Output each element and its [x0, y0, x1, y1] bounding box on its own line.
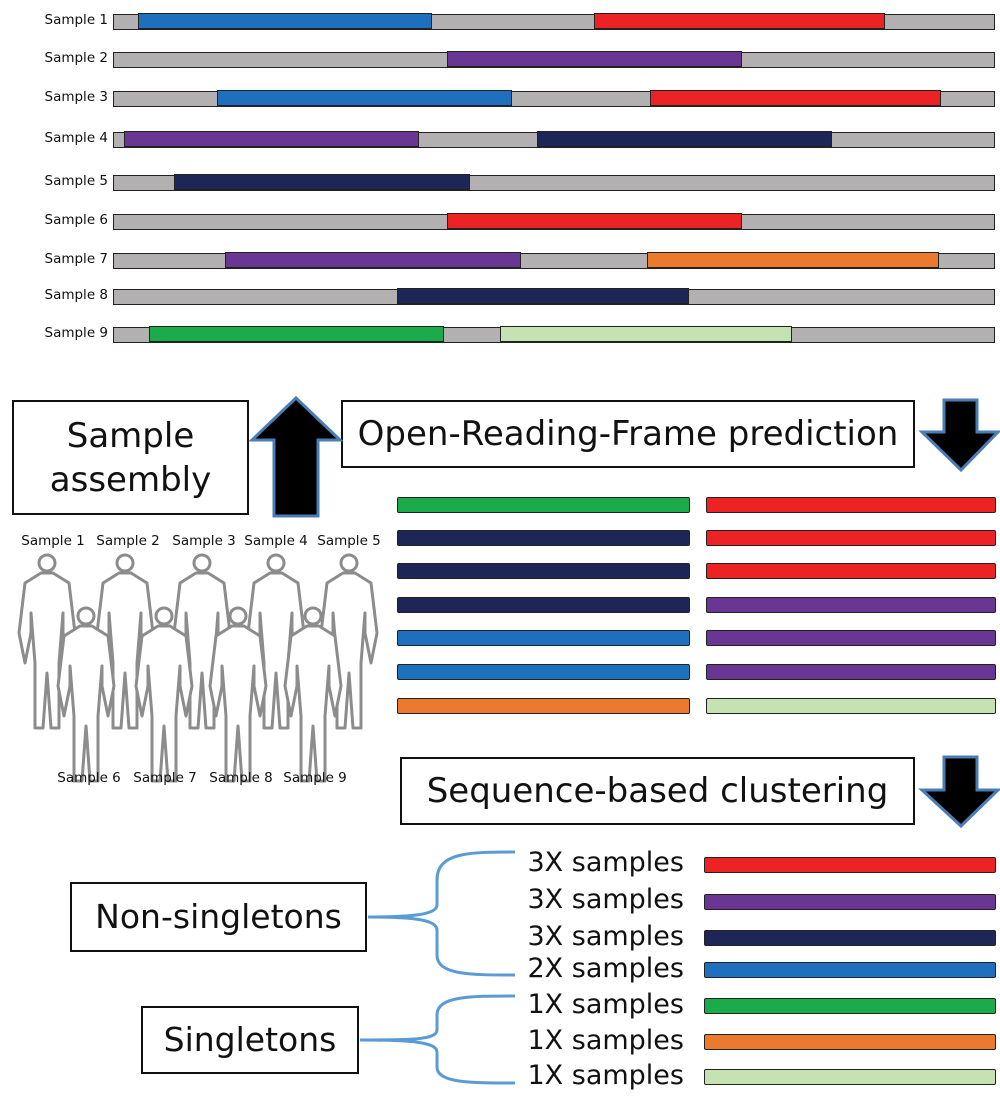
orf-segment: [537, 131, 832, 148]
person-label: Sample 1: [21, 533, 85, 549]
person-label: Sample 3: [172, 533, 236, 549]
contig-bar: [113, 213, 995, 230]
orf-segment: [650, 90, 941, 107]
orf-bar: [397, 698, 690, 714]
cluster-bar: [704, 1034, 996, 1050]
person-icon: [95, 553, 155, 730]
down-arrow-icon: [918, 398, 1000, 473]
contig-bar: [113, 90, 995, 107]
orf-segment: [138, 13, 432, 30]
orf-bar: [397, 530, 690, 546]
orf-bar: [397, 497, 690, 513]
orf-segment: [225, 252, 521, 269]
contig-bar: [113, 326, 995, 343]
cluster-label: 3X samples: [527, 847, 685, 878]
orf-segment: [149, 326, 444, 343]
cluster-bar: [704, 962, 996, 978]
sample-label: Sample 6: [44, 212, 109, 228]
person-label: Sample 7: [133, 770, 197, 786]
person-label: Sample 5: [317, 533, 381, 549]
orf-prediction-box: Open-Reading-Frame prediction: [341, 400, 915, 468]
orf-segment: [447, 51, 742, 68]
orf-segment: [594, 13, 885, 30]
sample-label: Sample 3: [44, 89, 109, 105]
contig-bar: [113, 131, 995, 148]
non-singletons-brace: [367, 850, 516, 977]
person-label: Sample 6: [57, 770, 121, 786]
sample-assembly-box: Sample assembly: [12, 400, 249, 515]
orf-bar: [397, 597, 690, 613]
orf-bar: [706, 698, 996, 714]
cluster-label: 3X samples: [527, 921, 685, 952]
orf-bar: [706, 563, 996, 579]
orf-segment: [174, 174, 470, 191]
person-icon: [319, 553, 379, 730]
cluster-bar: [704, 1069, 996, 1085]
person-icon: [134, 606, 194, 783]
singletons-box: Singletons: [141, 1006, 359, 1074]
person-icon: [246, 553, 306, 730]
cluster-bar: [704, 857, 996, 873]
cluster-label: 1X samples: [527, 1025, 685, 1056]
cluster-bar: [704, 894, 996, 910]
contig-bar: [113, 252, 995, 269]
orf-segment: [397, 288, 689, 305]
person-icon: [56, 606, 116, 783]
cluster-label: 3X samples: [527, 884, 685, 915]
orf-bar: [397, 563, 690, 579]
orf-bar: [706, 597, 996, 613]
cluster-label: 1X samples: [527, 1060, 685, 1091]
orf-segment: [500, 326, 792, 343]
person-icon: [172, 553, 232, 730]
orf-segment: [124, 131, 419, 148]
person-label: Sample 8: [209, 770, 273, 786]
contig-bar: [113, 13, 995, 30]
clustering-box: Sequence-based clustering: [400, 757, 915, 825]
contig-bar: [113, 51, 995, 68]
down-arrow-icon: [918, 755, 1000, 829]
non-singletons-box: Non-singletons: [70, 882, 367, 952]
sample-label: Sample 2: [44, 50, 109, 66]
orf-bar: [397, 630, 690, 646]
sample-label: Sample 8: [44, 287, 109, 303]
person-label: Sample 2: [96, 533, 160, 549]
person-label: Sample 4: [244, 533, 308, 549]
sample-label: Sample 4: [44, 130, 109, 146]
orf-bar: [706, 664, 996, 680]
up-arrow-icon: [248, 395, 344, 518]
orf-segment: [647, 252, 939, 269]
cluster-label: 1X samples: [527, 989, 685, 1020]
orf-segment: [217, 90, 512, 107]
orf-bar: [706, 530, 996, 546]
orf-segment: [447, 213, 742, 230]
person-icon: [208, 606, 268, 783]
person-icon: [17, 553, 77, 730]
orf-bar: [706, 630, 996, 646]
sample-label: Sample 7: [44, 251, 109, 267]
person-label: Sample 9: [283, 770, 347, 786]
sample-label: Sample 1: [44, 12, 109, 28]
cluster-bar: [704, 930, 996, 946]
cluster-label: 2X samples: [527, 953, 685, 984]
contig-bar: [113, 288, 995, 305]
cluster-bar: [704, 998, 996, 1014]
sample-label: Sample 5: [44, 173, 109, 189]
singletons-brace: [359, 994, 516, 1085]
contig-bar: [113, 174, 995, 191]
person-icon: [283, 606, 343, 783]
orf-bar: [706, 497, 996, 513]
orf-bar: [397, 664, 690, 680]
sample-label: Sample 9: [44, 325, 109, 341]
